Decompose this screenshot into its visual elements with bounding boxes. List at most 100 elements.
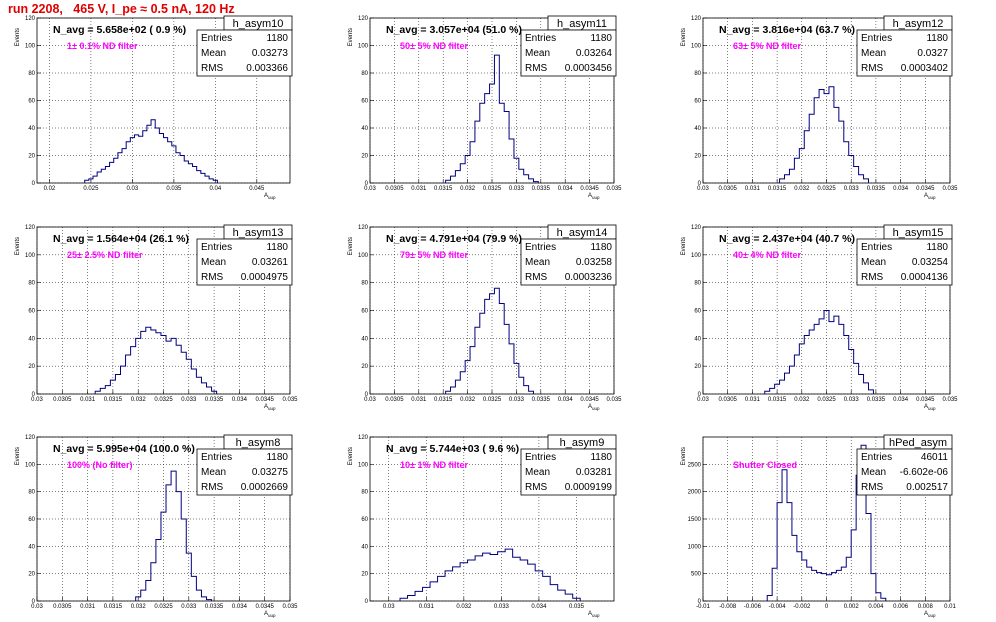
stats-value: 1180 — [266, 242, 288, 253]
histogram-bin — [209, 179, 213, 183]
stats-value: 46011 — [921, 452, 949, 463]
x-tick-label: 0.0345 — [916, 397, 935, 403]
histogram-bin — [460, 372, 465, 394]
x-tick-label: 0.002 — [844, 604, 860, 610]
histogram-bin — [118, 153, 122, 183]
histogram-bin — [524, 386, 529, 394]
histogram-bin — [97, 172, 101, 183]
y-tick-label: 120 — [25, 16, 36, 22]
y-axis-title: Events — [681, 447, 687, 465]
histogram-bin — [451, 176, 456, 183]
filter-label: 10± 1% ND filter — [400, 460, 468, 470]
y-tick-label: 20 — [361, 364, 368, 370]
x-axis-title-sub: uup — [268, 195, 276, 200]
histogram-outline — [399, 548, 581, 601]
x-tick-label: 0.004 — [868, 604, 884, 610]
x-tick-label: 0.034 — [893, 397, 909, 403]
histogram-bin — [93, 176, 97, 183]
x-axis-title: Auup — [588, 404, 600, 411]
histogram-bin — [110, 380, 115, 394]
histogram-bin — [809, 330, 814, 394]
filter-label: Shutter Closed — [733, 460, 797, 470]
histogram-bin — [535, 571, 543, 601]
stats-box — [520, 238, 617, 286]
y-tick-label: 100 — [358, 44, 369, 50]
stats-label: Entries — [525, 33, 556, 44]
histogram-bin — [550, 585, 558, 601]
histogram-bin — [475, 556, 483, 601]
stats-value: 0.03258 — [576, 257, 613, 268]
histogram-bin — [197, 171, 201, 183]
x-tick-label: 0.035 — [606, 397, 622, 403]
histogram-bin — [110, 162, 114, 183]
x-tick-label: 0.034 — [558, 397, 574, 403]
histogram-bin — [455, 380, 460, 394]
y-tick-label: 60 — [694, 99, 701, 105]
y-tick-label: 60 — [361, 309, 368, 315]
histogram-bin — [89, 179, 93, 183]
histogram-bin — [141, 590, 146, 601]
x-tick-label: 0.032 — [460, 186, 476, 192]
x-tick-label: 0.031 — [80, 397, 96, 403]
histogram-panel-h_asym13: 0.03 0.0305 0.031 0.0315 0.032 0.0325 0.033 0.0… — [15, 224, 298, 411]
y-tick-label: 2500 — [688, 462, 702, 468]
y-tick-label: 0 — [32, 599, 36, 605]
histogram-bin — [446, 391, 451, 394]
x-tick-label: 0.0345 — [916, 186, 935, 192]
histogram-name: hPed_asym — [889, 437, 947, 449]
histogram-bin — [180, 156, 184, 184]
stats-label: Mean — [861, 48, 886, 59]
histogram-bin — [191, 369, 196, 394]
histogram-bin — [509, 344, 514, 394]
histogram-bin — [846, 557, 851, 601]
y-tick-label: 60 — [361, 99, 368, 105]
histogram-bin — [789, 169, 794, 183]
x-tick-label: 0.0325 — [154, 397, 173, 403]
histogram-bin — [849, 349, 854, 394]
x-tick-label: 0.033 — [181, 397, 197, 403]
histogram-bin — [151, 120, 155, 183]
filter-label: 63± 5% ND filter — [733, 41, 801, 51]
histogram-bin — [819, 90, 824, 184]
y-tick-label: 40 — [28, 126, 35, 132]
histogram-bin — [423, 587, 431, 601]
x-tick-label: 0.03 — [127, 186, 139, 192]
histogram-bin — [834, 107, 839, 183]
x-tick-label: 0.0325 — [483, 397, 502, 403]
histogram-bin — [100, 388, 105, 394]
stats-box — [196, 238, 293, 286]
x-tick-label: -0.004 — [769, 604, 787, 610]
stats-box — [196, 448, 293, 496]
stats-label: RMS — [201, 482, 224, 493]
stats-label: RMS — [861, 272, 884, 283]
y-tick-label: 80 — [28, 490, 35, 496]
y-tick-label: 60 — [28, 309, 35, 315]
histogram-bin — [156, 540, 161, 602]
x-tick-label: 0.0305 — [385, 397, 404, 403]
x-tick-label: 0.03 — [31, 604, 43, 610]
histogram-bin — [799, 149, 804, 183]
histogram-bin — [558, 590, 566, 601]
histogram-bin — [504, 324, 509, 394]
stats-value: 0.002517 — [906, 482, 948, 493]
histogram-bin — [859, 175, 864, 183]
histogram-bin — [164, 138, 168, 183]
histogram-bin — [529, 179, 534, 183]
x-axis-title-main: A — [924, 404, 928, 410]
stats-label: Mean — [525, 48, 550, 59]
histogram-name: h_asym14 — [557, 227, 608, 239]
x-axis-title-main: A — [924, 193, 928, 199]
histogram-bin — [814, 98, 819, 183]
stats-label: Entries — [525, 242, 556, 253]
histogram-bin — [181, 519, 186, 601]
y-tick-label: 20 — [28, 154, 35, 160]
x-axis-title-main: A — [588, 193, 592, 199]
x-tick-label: 0.01 — [944, 604, 956, 610]
y-tick-label: 100 — [25, 44, 36, 50]
histogram-bin — [519, 169, 524, 183]
x-tick-label: 0.0345 — [256, 604, 275, 610]
x-tick-label: 0.0335 — [532, 397, 551, 403]
stats-label: Mean — [525, 467, 550, 478]
y-tick-label: 120 — [25, 435, 36, 441]
